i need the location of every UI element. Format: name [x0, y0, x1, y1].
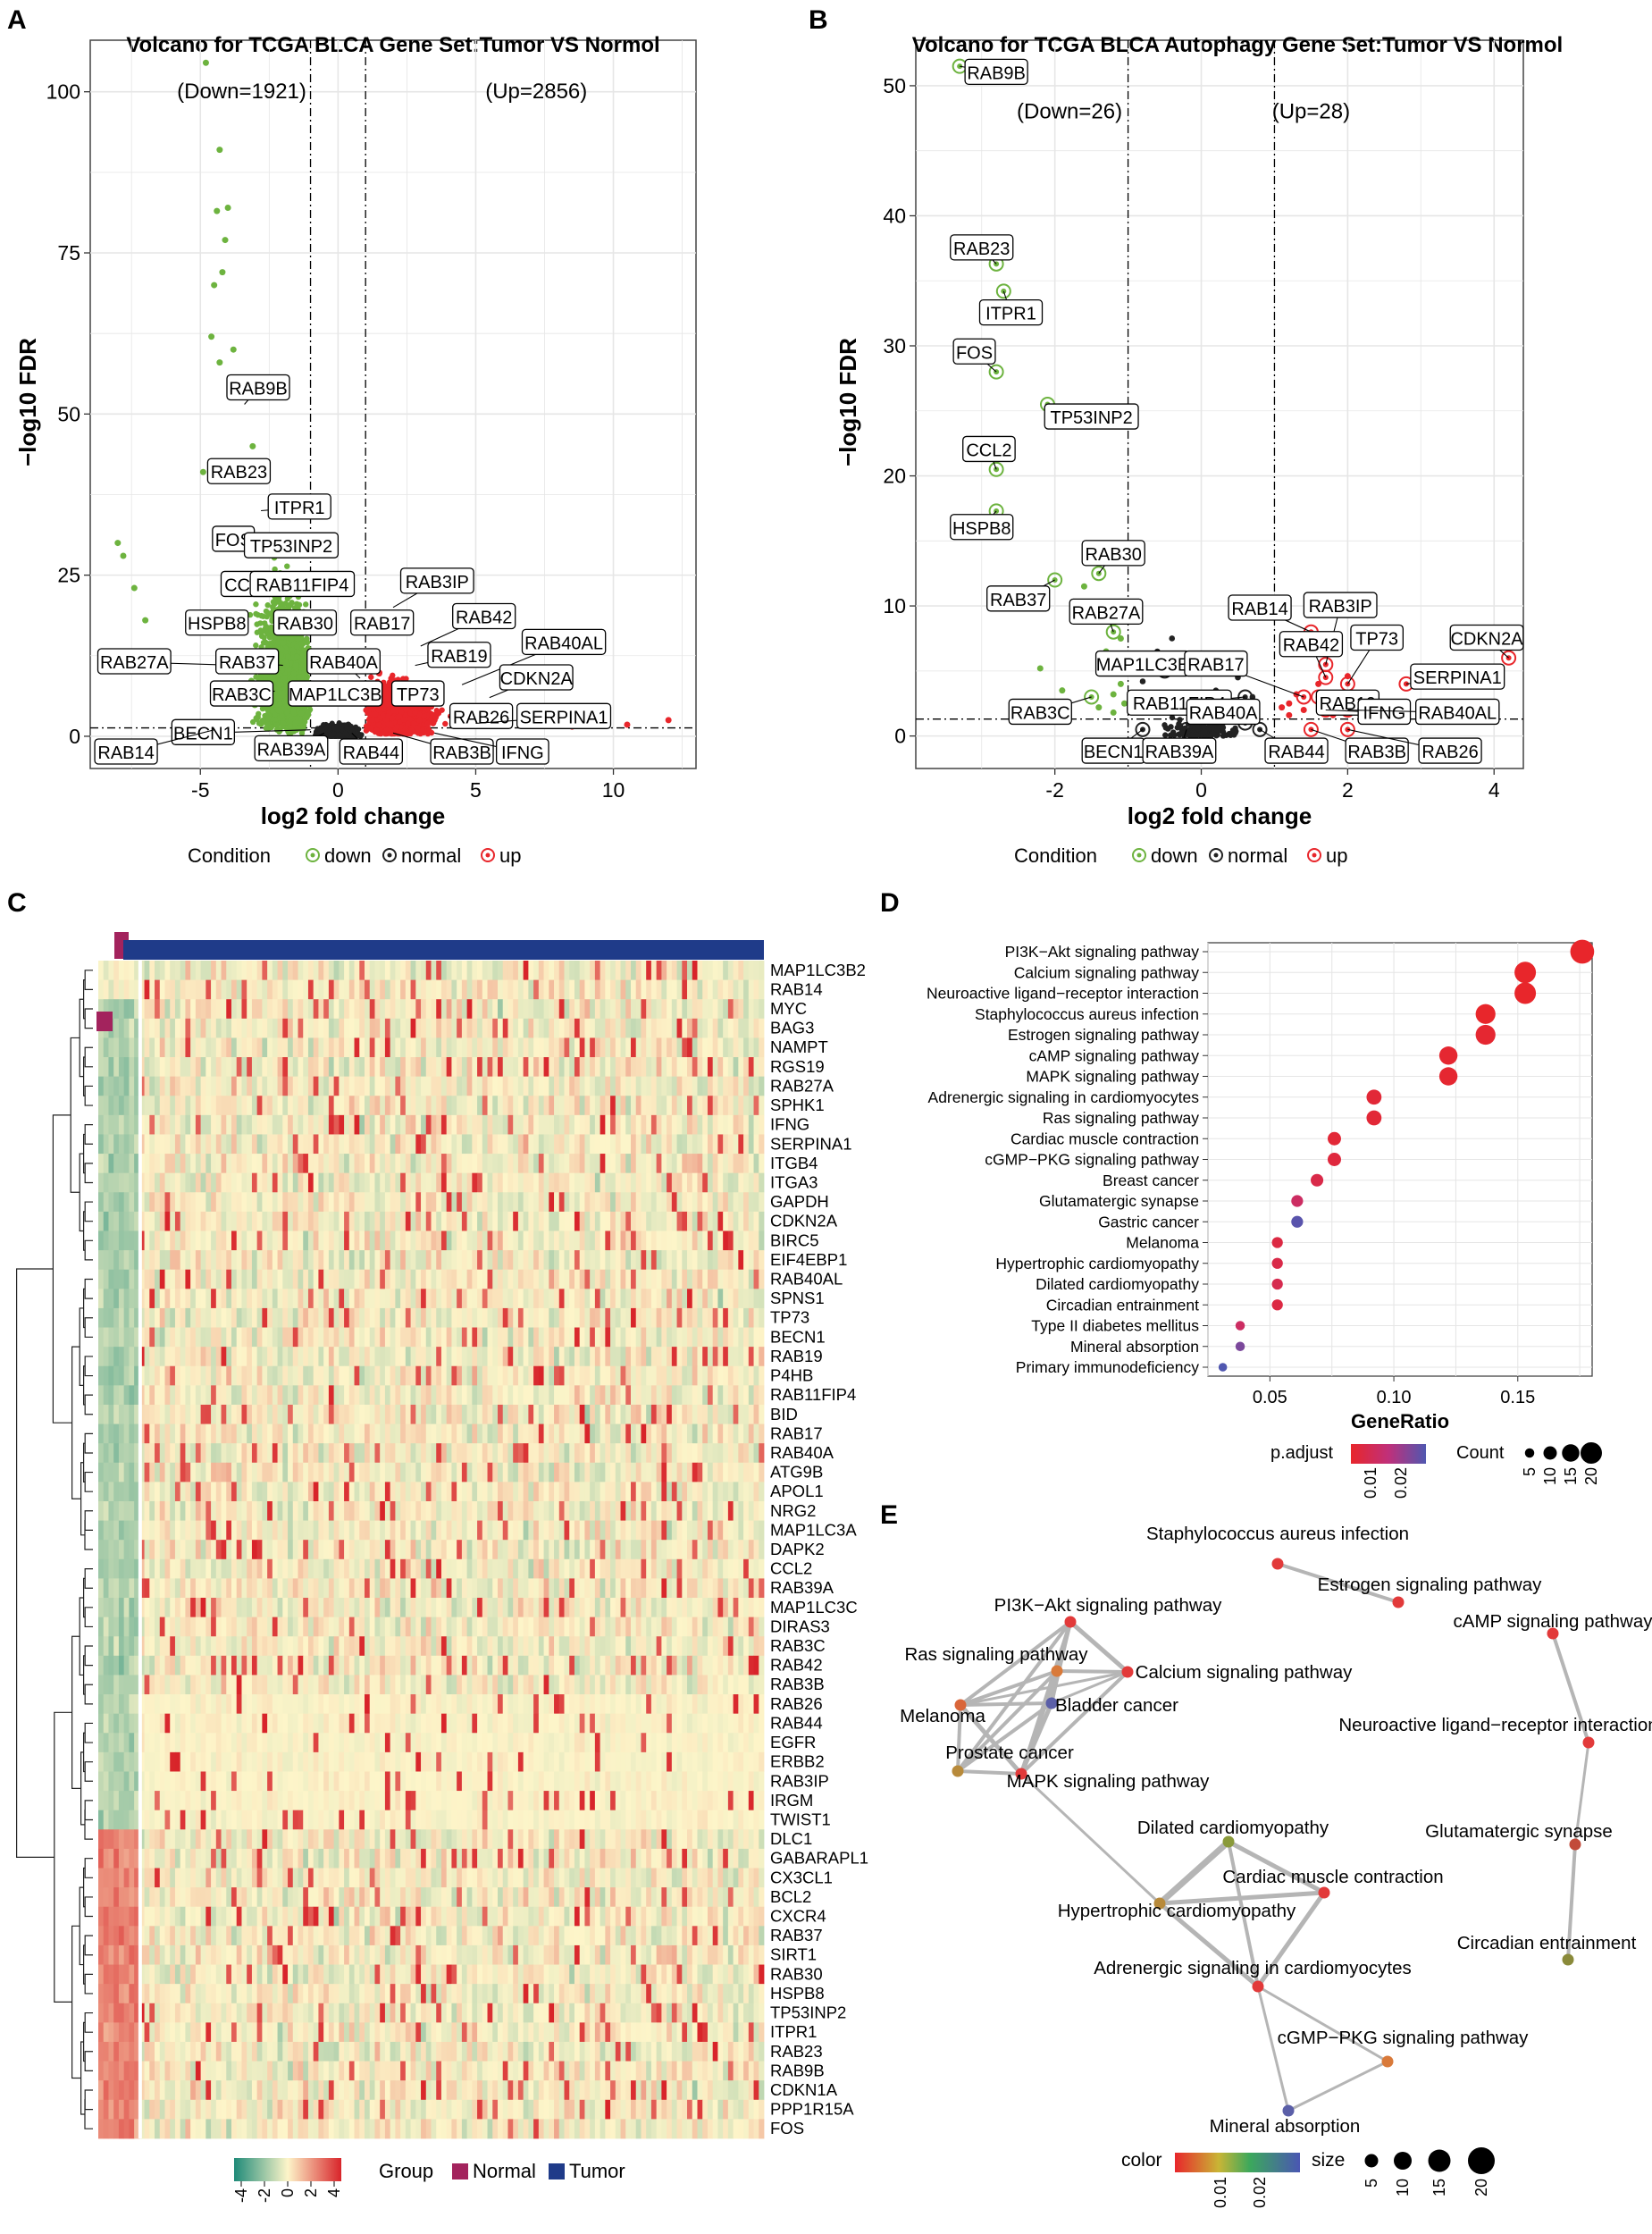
data-point [439, 707, 445, 713]
data-point [301, 718, 308, 726]
data-point [280, 690, 287, 697]
data-point [421, 713, 427, 719]
data-point [304, 675, 310, 682]
data-point [294, 643, 300, 651]
plot-a-background [89, 39, 697, 769]
data-point [280, 640, 287, 646]
data-point [264, 602, 271, 609]
data-point [419, 727, 426, 734]
data-point [278, 600, 285, 607]
data-point [298, 710, 305, 717]
data-point [287, 723, 293, 729]
panel-letter-c: C [7, 888, 27, 918]
data-point [262, 620, 268, 626]
data-point [294, 653, 300, 660]
data-point [279, 646, 285, 653]
data-point [256, 720, 263, 726]
data-point [272, 676, 278, 683]
data-point [294, 602, 301, 609]
data-point [280, 719, 287, 726]
data-point [276, 682, 282, 688]
data-point [263, 725, 270, 732]
data-point [334, 726, 340, 733]
data-point [287, 601, 294, 608]
data-point [285, 653, 291, 659]
panel-letter-e: E [880, 1500, 898, 1530]
data-point [290, 728, 298, 735]
data-point [273, 691, 279, 697]
data-point [426, 727, 432, 734]
data-point [344, 732, 350, 738]
data-point [356, 733, 363, 739]
data-point [260, 639, 267, 646]
data-point [277, 701, 283, 708]
data-point [282, 658, 289, 665]
data-point [281, 675, 289, 681]
data-point [416, 718, 423, 724]
data-point [317, 727, 323, 734]
panel-letter-d: D [880, 888, 900, 918]
data-point [442, 720, 449, 727]
volcano-plot-a: Volcano for TCGA BLCA Gene Set:Tumor VS … [14, 33, 697, 867]
data-point [270, 604, 276, 610]
data-point [432, 714, 440, 721]
data-point [274, 639, 281, 645]
data-point [268, 724, 274, 731]
data-point [258, 633, 265, 640]
panel-letter-a: A [7, 5, 27, 35]
data-point [304, 635, 310, 642]
data-point [263, 608, 270, 615]
data-point [268, 627, 274, 634]
data-point [253, 642, 259, 649]
data-point [415, 725, 421, 731]
data-point [273, 722, 280, 728]
data-point [289, 635, 295, 642]
data-point [300, 669, 307, 676]
data-point [369, 717, 375, 724]
data-point [290, 670, 298, 676]
data-point [275, 707, 281, 714]
data-point [292, 662, 299, 668]
data-point [408, 727, 415, 734]
data-point [305, 710, 312, 717]
data-point [292, 719, 298, 726]
plot-a-title: Volcano for TCGA BLCA Gene Set:Tumor VS … [126, 33, 659, 57]
data-point [331, 731, 337, 737]
data-point [303, 601, 309, 608]
data-point [284, 563, 290, 569]
data-point [424, 720, 431, 727]
data-point [368, 674, 374, 680]
data-point [431, 719, 437, 726]
data-point [295, 635, 302, 642]
data-point [278, 652, 284, 659]
data-point [253, 715, 259, 721]
data-point [390, 672, 396, 679]
data-point [367, 726, 374, 732]
data-point [253, 601, 259, 608]
data-point [296, 674, 302, 680]
data-point [279, 713, 285, 719]
data-point [264, 715, 272, 721]
data-point [253, 610, 259, 617]
data-point [253, 674, 259, 680]
data-point [254, 621, 260, 627]
panel-letter-b: B [809, 5, 828, 35]
